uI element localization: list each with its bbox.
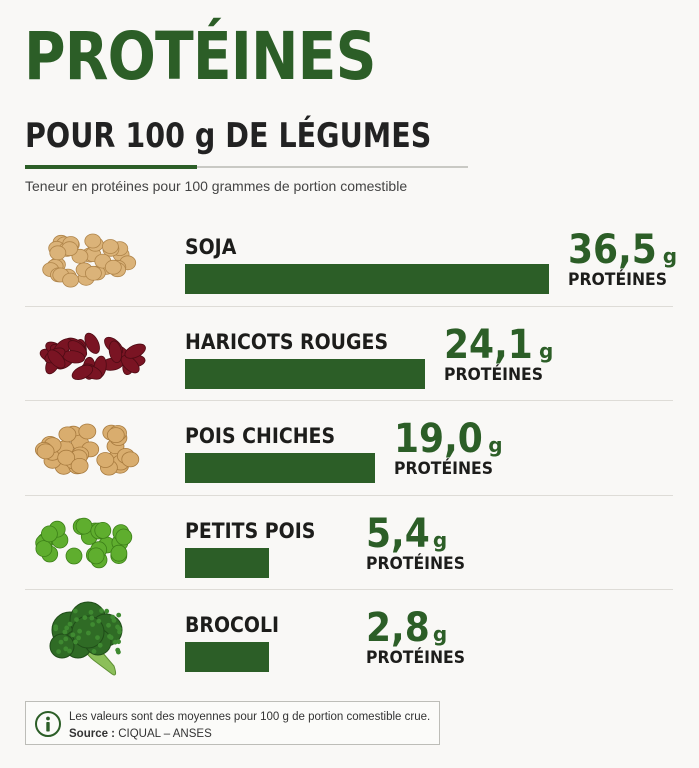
- green-peas-icon: [35, 517, 133, 568]
- protein-bar: [185, 358, 426, 389]
- value-label: 24,1 g PROTÉINES: [444, 323, 553, 385]
- value-number: 2,8: [366, 605, 430, 651]
- category-label: SOJA: [185, 235, 237, 259]
- source-value: CIQUAL – ANSES: [118, 728, 212, 740]
- soybeans-icon: [42, 233, 137, 288]
- value-number: 19,0: [393, 416, 483, 462]
- protein-bar: [185, 264, 549, 294]
- row-divider: [25, 494, 673, 496]
- row-divider: [25, 400, 673, 401]
- value-label: 19,0 g PROTÉINES: [394, 417, 503, 479]
- footer-note: Les valeurs sont des moyennes pour 100 g…: [69, 711, 431, 723]
- category-label: POIS CHICHES: [185, 424, 336, 448]
- info-icon: [35, 711, 61, 737]
- value-caption: PROTÉINES: [393, 459, 493, 479]
- value-number: 24,1: [444, 321, 534, 368]
- value-caption: PROTÉINES: [568, 270, 668, 290]
- category-label: HARICOTS ROUGES: [185, 329, 389, 354]
- value-label: 36,5 g PROTÉINES: [568, 228, 677, 290]
- title-divider: [25, 166, 468, 168]
- page-title: PROTÉINES: [24, 18, 376, 95]
- footer-note-box: Les valeurs sont des moyennes pour 100 g…: [25, 701, 440, 745]
- value-unit: g: [432, 622, 448, 646]
- category-label: PETITS POIS: [185, 518, 316, 543]
- protein-bar: [185, 547, 269, 578]
- protein-bar: [185, 642, 269, 672]
- kidney-beans-icon: [39, 332, 146, 380]
- source-label: Source :: [69, 728, 116, 740]
- value-unit: g: [432, 527, 448, 552]
- value-unit: g: [662, 244, 678, 268]
- page-subtitle: POUR 100 g DE LÉGUMES: [25, 116, 432, 156]
- value-label: 2,8 g PROTÉINES: [366, 606, 474, 668]
- protein-bar: [185, 453, 375, 483]
- value-caption: PROTÉINES: [444, 364, 544, 385]
- value-number: 5,4: [366, 510, 430, 557]
- value-caption: PROTÉINES: [366, 648, 466, 668]
- value-number: 36,5: [568, 227, 657, 273]
- chickpeas-icon: [34, 423, 140, 476]
- value-unit: g: [539, 338, 554, 363]
- row-divider: [25, 589, 673, 590]
- title-divider-accent: [25, 165, 197, 169]
- chart-description: Teneur en protéines pour 100 grammes de …: [25, 178, 408, 194]
- category-label: BROCOLI: [185, 613, 280, 637]
- row-divider: [25, 305, 673, 307]
- value-caption: PROTÉINES: [366, 553, 466, 574]
- footer-source: Source : CIQUAL – ANSES: [69, 727, 212, 741]
- value-label: 5,4 g PROTÉINES: [366, 512, 474, 574]
- value-unit: g: [488, 433, 503, 457]
- broccoli-icon: [49, 601, 123, 676]
